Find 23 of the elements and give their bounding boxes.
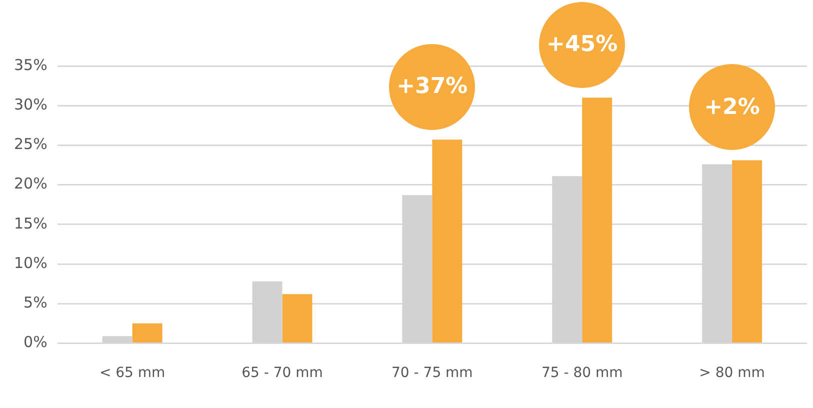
- annotation: +2%: [704, 94, 760, 120]
- bar: [282, 294, 312, 342]
- y-tick-label: 20%: [14, 174, 48, 193]
- x-tick-label: 70 - 75 mm: [392, 365, 473, 382]
- bar: [132, 323, 162, 342]
- circle-badge: +2%: [689, 64, 776, 150]
- bar: [732, 160, 762, 342]
- x-tick-label: 65 - 70 mm: [242, 365, 323, 382]
- circle-badge: +45%: [539, 2, 626, 88]
- y-tick-label: 5%: [24, 293, 48, 312]
- bar: [432, 140, 462, 342]
- y-tick-label: 0%: [24, 333, 48, 352]
- annotation: +37%: [396, 74, 468, 100]
- bar: [582, 98, 612, 342]
- y-tick-label: 35%: [14, 56, 48, 74]
- x-tick-label: 75 - 80 mm: [541, 365, 623, 382]
- y-tick-label: 25%: [14, 135, 48, 154]
- y-tick-label: 30%: [14, 95, 48, 114]
- circle-badge: +37%: [389, 44, 476, 130]
- x-tick-label: > 80 mm: [699, 365, 765, 382]
- y-tick-label: 10%: [14, 254, 48, 272]
- x-tick-label: < 65 mm: [99, 365, 166, 382]
- y-tick-label: 15%: [14, 214, 48, 232]
